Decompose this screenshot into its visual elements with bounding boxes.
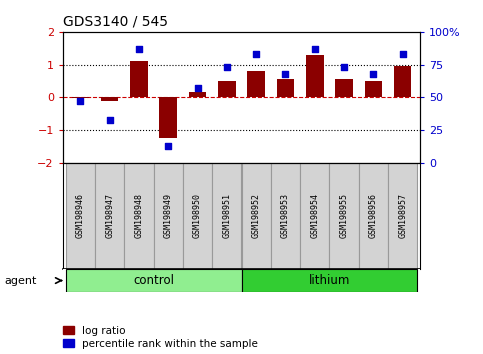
Point	[76, 98, 84, 104]
Bar	[66, 163, 95, 269]
Text: GSM198953: GSM198953	[281, 193, 290, 239]
Bar	[277, 79, 294, 97]
Bar	[329, 163, 359, 269]
Point	[399, 51, 407, 57]
Point	[223, 64, 231, 70]
Bar	[183, 163, 212, 269]
Bar	[189, 92, 206, 97]
Legend: log ratio, percentile rank within the sample: log ratio, percentile rank within the sa…	[63, 326, 258, 349]
Point	[106, 117, 114, 122]
Bar	[300, 163, 329, 269]
Text: GSM198946: GSM198946	[76, 193, 85, 239]
Point	[135, 46, 143, 52]
Bar	[388, 163, 417, 269]
Bar	[218, 81, 236, 97]
Point	[194, 85, 201, 91]
Point	[282, 71, 289, 76]
Bar	[242, 269, 417, 292]
Bar	[124, 163, 154, 269]
Bar	[394, 66, 412, 97]
Point	[164, 143, 172, 149]
Bar	[242, 163, 271, 269]
Bar	[271, 163, 300, 269]
Text: GSM198957: GSM198957	[398, 193, 407, 239]
Bar	[359, 163, 388, 269]
Bar	[101, 97, 118, 101]
Text: GSM198947: GSM198947	[105, 193, 114, 239]
Text: GSM198952: GSM198952	[252, 193, 261, 239]
Text: control: control	[133, 274, 174, 287]
Text: GSM198949: GSM198949	[164, 193, 173, 239]
Text: GSM198950: GSM198950	[193, 193, 202, 239]
Text: GSM198948: GSM198948	[134, 193, 143, 239]
Point	[252, 51, 260, 57]
Bar	[71, 97, 89, 98]
Bar	[159, 97, 177, 138]
Text: GSM198955: GSM198955	[340, 193, 349, 239]
Bar	[130, 61, 148, 97]
Text: agent: agent	[5, 275, 37, 286]
Bar	[306, 55, 324, 97]
Text: GDS3140 / 545: GDS3140 / 545	[63, 14, 168, 28]
Bar	[365, 81, 382, 97]
Bar	[335, 79, 353, 97]
Point	[369, 71, 377, 76]
Text: GSM198951: GSM198951	[222, 193, 231, 239]
Bar	[66, 269, 242, 292]
Text: GSM198956: GSM198956	[369, 193, 378, 239]
Text: GSM198954: GSM198954	[310, 193, 319, 239]
Text: lithium: lithium	[309, 274, 350, 287]
Bar	[95, 163, 124, 269]
Bar	[247, 71, 265, 97]
Bar	[154, 163, 183, 269]
Point	[340, 64, 348, 70]
Bar	[212, 163, 242, 269]
Point	[311, 46, 319, 52]
